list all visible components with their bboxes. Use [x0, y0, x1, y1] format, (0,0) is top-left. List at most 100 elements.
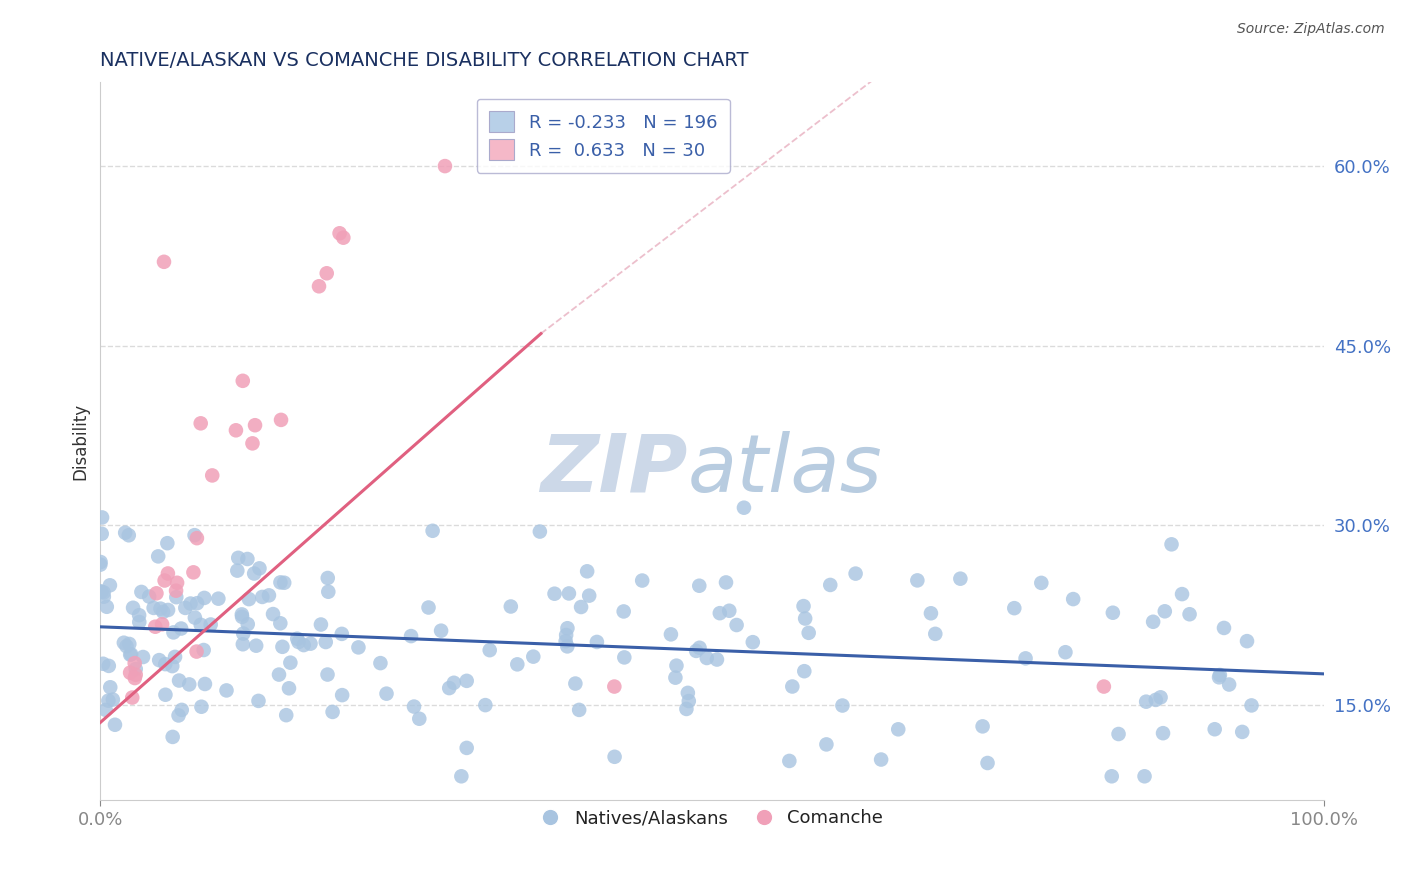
Point	[225, 423, 247, 437]
Point	[98, 680, 121, 694]
Point	[278, 681, 301, 696]
Point	[269, 616, 291, 631]
Point	[170, 703, 193, 717]
Point	[280, 656, 302, 670]
Point	[778, 754, 800, 768]
Point	[831, 698, 853, 713]
Point	[101, 692, 124, 706]
Point	[190, 617, 212, 632]
Point	[976, 756, 998, 770]
Point	[664, 671, 686, 685]
Point	[163, 649, 186, 664]
Point	[120, 648, 142, 662]
Point	[1092, 680, 1115, 694]
Point	[148, 549, 170, 564]
Point	[1208, 670, 1230, 684]
Point	[741, 635, 763, 649]
Point	[162, 659, 184, 673]
Point	[820, 578, 842, 592]
Point	[125, 662, 148, 676]
Point	[665, 658, 688, 673]
Point	[1031, 575, 1053, 590]
Point	[292, 638, 315, 652]
Point	[576, 564, 599, 578]
Point	[1054, 645, 1077, 659]
Point	[162, 625, 184, 640]
Point	[94, 703, 117, 717]
Point	[157, 603, 180, 617]
Point	[578, 589, 600, 603]
Point	[905, 574, 928, 588]
Point	[125, 667, 148, 681]
Point	[793, 664, 815, 678]
Point	[402, 699, 425, 714]
Point	[332, 230, 354, 244]
Point	[543, 587, 565, 601]
Point	[675, 702, 697, 716]
Point	[1204, 723, 1226, 737]
Point	[499, 599, 522, 614]
Text: Source: ZipAtlas.com: Source: ZipAtlas.com	[1237, 22, 1385, 37]
Point	[456, 673, 478, 688]
Point	[696, 651, 718, 665]
Point	[972, 719, 994, 733]
Point	[155, 688, 177, 702]
Point	[252, 590, 274, 604]
Point	[1144, 693, 1167, 707]
Point	[370, 656, 392, 670]
Point	[408, 712, 430, 726]
Point	[276, 708, 298, 723]
Point	[315, 635, 337, 649]
Point	[122, 600, 145, 615]
Point	[586, 635, 609, 649]
Point	[166, 575, 188, 590]
Point	[782, 680, 804, 694]
Point	[688, 579, 710, 593]
Point	[797, 625, 820, 640]
Point	[1142, 615, 1164, 629]
Y-axis label: Disability: Disability	[72, 402, 89, 480]
Point	[270, 413, 292, 427]
Point	[238, 592, 260, 607]
Point	[183, 566, 205, 580]
Point	[148, 653, 170, 667]
Point	[153, 574, 176, 588]
Point	[120, 665, 142, 680]
Point	[155, 657, 177, 672]
Point	[236, 617, 259, 632]
Point	[165, 583, 187, 598]
Point	[167, 673, 190, 688]
Point	[733, 500, 755, 515]
Point	[375, 687, 398, 701]
Point	[557, 621, 579, 635]
Point	[186, 644, 208, 658]
Point	[287, 635, 309, 649]
Point	[613, 650, 636, 665]
Point	[167, 708, 190, 723]
Point	[138, 590, 160, 604]
Point	[247, 694, 270, 708]
Point	[236, 552, 259, 566]
Point	[887, 723, 910, 737]
Point	[506, 657, 529, 672]
Point	[143, 620, 166, 634]
Point	[120, 648, 142, 662]
Point	[273, 575, 295, 590]
Point	[439, 681, 461, 695]
Point	[269, 575, 291, 590]
Point	[249, 561, 271, 575]
Point	[330, 688, 353, 702]
Point	[1149, 690, 1171, 705]
Point	[128, 608, 150, 623]
Text: atlas: atlas	[688, 431, 883, 509]
Point	[1102, 606, 1125, 620]
Point	[90, 526, 112, 541]
Point	[149, 601, 172, 615]
Point	[242, 436, 264, 450]
Point	[162, 730, 184, 744]
Point	[631, 574, 654, 588]
Point	[920, 607, 942, 621]
Point	[104, 718, 127, 732]
Point	[90, 555, 112, 569]
Point	[1171, 587, 1194, 601]
